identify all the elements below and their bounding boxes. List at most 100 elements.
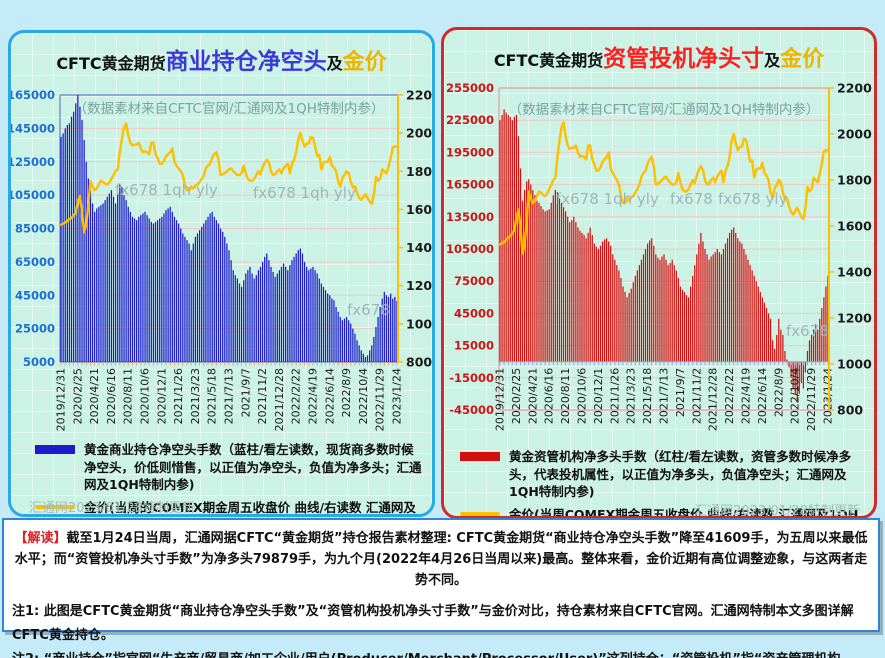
bar-swatch — [35, 445, 75, 454]
svg-text:2020/2/25: 2020/2/25 — [71, 368, 84, 424]
svg-text:2022/6/14: 2022/6/14 — [323, 368, 336, 424]
legend-label: 黄金资管机构净多头手数（红柱/看左读数，资管多数时候净多头，代表投机属性，以正值… — [509, 449, 852, 499]
legend-label: 金价(当周COMEX期金周五收盘价 曲线/右读数 汇通网及1QH特制内参) — [509, 506, 859, 519]
svg-text:25000: 25000 — [15, 322, 55, 336]
svg-text:2023/1/24: 2023/1/24 — [821, 368, 834, 424]
svg-text:2020/12/1: 2020/12/1 — [592, 368, 605, 424]
svg-text:1600: 1600 — [406, 202, 432, 217]
svg-text:2022/10/4: 2022/10/4 — [789, 368, 802, 424]
legend-item: 黄金资管机构净多头手数（红柱/看左读数，资管多数时候净多头，代表投机属性，以正值… — [460, 448, 864, 501]
svg-text:1200: 1200 — [406, 278, 432, 293]
commercial-chart-panel: CFTC黄金期货商业持仓净空头及金价 2019/12/31 2020/2/25 20… — [8, 30, 435, 517]
svg-text:2020/6/16: 2020/6/16 — [543, 368, 556, 424]
chart-legend: 黄金商业持仓净空头手数（蓝柱/看左读数，现货商多数时候净空头，价低则惜售，以正值… — [35, 441, 424, 515]
svg-text:2022/10/4: 2022/10/4 — [357, 368, 370, 424]
legend-label: 黄金商业持仓净空头手数（蓝柱/看左读数，现货商多数时候净空头，价低则惜售，以正值… — [84, 442, 422, 492]
svg-text:2000: 2000 — [406, 126, 432, 141]
net-position-bars — [499, 109, 829, 403]
svg-text:165000: 165000 — [446, 178, 494, 192]
svg-text:2022/8/9: 2022/8/9 — [340, 368, 353, 417]
note-1: 注1: 此图是CFTC黄金期货“商业持仓净空头手数”及“资管机构投机净头寸手数”… — [12, 604, 854, 643]
svg-text:2022/6/14: 2022/6/14 — [756, 368, 769, 424]
svg-text:125000: 125000 — [11, 155, 55, 169]
title-gold: 金价 — [780, 47, 825, 72]
svg-text:2020/8/11: 2020/8/11 — [559, 368, 572, 424]
svg-text:2020/10/6: 2020/10/6 — [139, 368, 152, 424]
title-main: 资管投机净头寸 — [603, 46, 765, 72]
net-position-bars — [60, 95, 398, 363]
svg-text:85000: 85000 — [15, 222, 55, 236]
title-and: 及 — [764, 51, 781, 70]
svg-text:1400: 1400 — [406, 240, 432, 255]
title-gold: 金价 — [342, 50, 387, 75]
svg-text:2020/4/21: 2020/4/21 — [526, 368, 539, 424]
x-axis-labels: 2019/12/31 2020/2/25 2020/4/21 2020/6/16 202… — [55, 368, 404, 431]
fx678-watermark: fx678 1qh yly — [253, 184, 356, 202]
svg-text:2021/11/2: 2021/11/2 — [256, 368, 269, 424]
fx678-watermark: fx678 — [786, 322, 829, 340]
svg-text:2021/12/28: 2021/12/28 — [707, 368, 720, 431]
title-prefix: CFTC黄金期货 — [493, 51, 604, 70]
svg-text:2022/11/29: 2022/11/29 — [374, 368, 387, 431]
svg-text:2021/1/26: 2021/1/26 — [172, 368, 185, 424]
legend-item: 金价(当周的COMEX期金周五收盘价 曲线/右读数 汇通网及1QH特制内参） — [35, 499, 424, 515]
svg-text:2021/11/2: 2021/11/2 — [690, 368, 703, 424]
svg-text:2022/2/22: 2022/2/22 — [290, 368, 303, 424]
svg-text:2021/9/7: 2021/9/7 — [239, 368, 252, 417]
update-watermark: 汇通网2023/01/28特制更新 — [694, 504, 860, 519]
svg-text:-45000: -45000 — [449, 403, 494, 417]
svg-text:2021/12/28: 2021/12/28 — [273, 368, 286, 431]
svg-text:225000: 225000 — [446, 113, 494, 127]
title-main: 商业持仓净空头 — [165, 49, 327, 75]
plot-frame — [498, 87, 829, 411]
gold-price-line — [59, 122, 399, 234]
svg-text:2021/7/13: 2021/7/13 — [223, 368, 236, 424]
y-axis-left-labels: 255000 225000 195000 165000 135000 105000 7500… — [446, 81, 494, 417]
svg-text:2021/5/18: 2021/5/18 — [206, 368, 219, 424]
note-2: 注2: “商业持仓”指官网“生产商/贸易商/加工企业/用户(Producer/M… — [12, 648, 870, 658]
svg-text:2020/6/16: 2020/6/16 — [105, 368, 118, 424]
chart-title: CFTC黄金期货资管投机净头寸及金价 — [444, 39, 874, 73]
footer-notes-box: 【解读】截至1月24日当周，汇通网据CFTC“黄金期货”持仓报告素材整理: CF… — [2, 518, 880, 658]
gold-price-line — [498, 121, 830, 255]
fx678-watermark: fx678 — [670, 190, 713, 208]
svg-text:1000: 1000 — [837, 357, 872, 372]
chart-subtitle: （数据素材来自CFTC官网/汇通网及1QH特制内参） — [508, 102, 820, 118]
baseline-ticks — [499, 361, 829, 366]
svg-text:1600: 1600 — [837, 219, 872, 234]
y-axis-left-labels: 165000 145000 125000 105000 85000 65000 45000 2… — [11, 88, 55, 369]
title-prefix: CFTC黄金期货 — [56, 54, 166, 73]
svg-text:165000: 165000 — [11, 88, 55, 102]
svg-text:75000: 75000 — [454, 274, 494, 288]
svg-text:1000: 1000 — [406, 316, 432, 331]
svg-text:45000: 45000 — [15, 288, 55, 302]
svg-text:2022/11/29: 2022/11/29 — [805, 368, 818, 431]
svg-text:2020/12/1: 2020/12/1 — [155, 368, 168, 424]
svg-text:15000: 15000 — [454, 339, 494, 353]
legend-label: 金价(当周的COMEX期金周五收盘价 曲线/右读数 汇通网及1QH特制内参） — [84, 499, 416, 515]
svg-text:2022/8/9: 2022/8/9 — [772, 368, 785, 417]
svg-text:2022/4/19: 2022/4/19 — [739, 368, 752, 424]
chart-legend: 黄金资管机构净多头手数（红柱/看左读数，资管多数时候净多头，代表投机属性，以正值… — [460, 448, 864, 519]
chart-subtitle: （数据素材来自CFTC官网/汇通网及1QH特制内参） — [73, 101, 385, 117]
svg-text:800: 800 — [406, 355, 432, 370]
svg-text:2020/4/21: 2020/4/21 — [88, 368, 101, 424]
svg-text:2200: 2200 — [837, 81, 872, 96]
svg-text:1800: 1800 — [837, 173, 872, 188]
svg-text:800: 800 — [837, 403, 863, 418]
svg-text:195000: 195000 — [446, 145, 494, 159]
svg-text:2020/2/25: 2020/2/25 — [510, 368, 523, 424]
svg-text:255000: 255000 — [446, 81, 494, 95]
svg-text:1200: 1200 — [837, 311, 872, 326]
svg-text:2022/2/22: 2022/2/22 — [723, 368, 736, 424]
baseline-ticks — [60, 362, 398, 366]
chart-title: CFTC黄金期货商业持仓净空头及金价 — [11, 42, 432, 76]
svg-text:145000: 145000 — [11, 121, 55, 135]
svg-text:2000: 2000 — [837, 127, 872, 142]
interpretation-paragraph: 【解读】截至1月24日当周，汇通网据CFTC“黄金期货”持仓报告素材整理: CF… — [12, 528, 870, 591]
svg-text:65000: 65000 — [15, 255, 55, 269]
gold-price-axis: 2200 2000 1800 1600 1400 1200 1000 800 — [828, 81, 872, 418]
line-swatch — [460, 511, 500, 516]
managed-money-chart-panel: CFTC黄金期货资管投机净头寸及金价 2019/12/31 2020/2/25 20… — [441, 27, 877, 519]
